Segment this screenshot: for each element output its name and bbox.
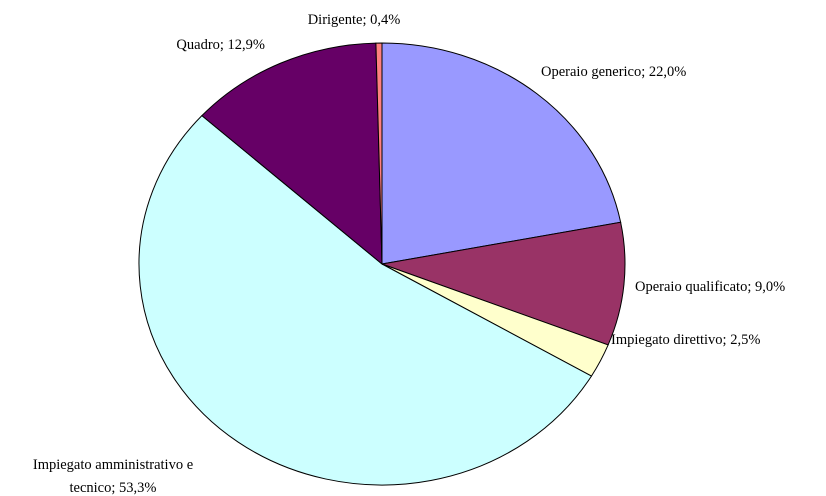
data-label-line: Dirigente; 0,4% xyxy=(308,12,401,28)
data-label-line: Operaio generico; 22,0% xyxy=(541,64,686,80)
data-label: Dirigente; 0,4% xyxy=(308,12,401,28)
data-label: Operaio qualificato; 9,0% xyxy=(635,279,785,295)
data-label: Impiegato direttivo; 2,5% xyxy=(611,332,760,348)
data-label-line: Quadro; 12,9% xyxy=(176,37,265,53)
pie-slice xyxy=(375,42,383,265)
pie-slice xyxy=(201,42,383,266)
pie-slice xyxy=(380,221,626,346)
pie-slice xyxy=(381,42,622,265)
pie-slice xyxy=(138,114,593,486)
data-label: Operaio generico; 22,0% xyxy=(541,64,686,80)
data-label-line: Impiegato direttivo; 2,5% xyxy=(611,332,760,348)
data-label-line: Impiegato amministrativo e xyxy=(33,457,193,473)
data-label-line: Operaio qualificato; 9,0% xyxy=(635,279,785,295)
data-label: Impiegato amministrativo e tecnico; 53,3% xyxy=(33,457,193,496)
data-label: Quadro; 12,9% xyxy=(176,37,265,53)
data-label-line: tecnico; 53,3% xyxy=(70,480,157,496)
